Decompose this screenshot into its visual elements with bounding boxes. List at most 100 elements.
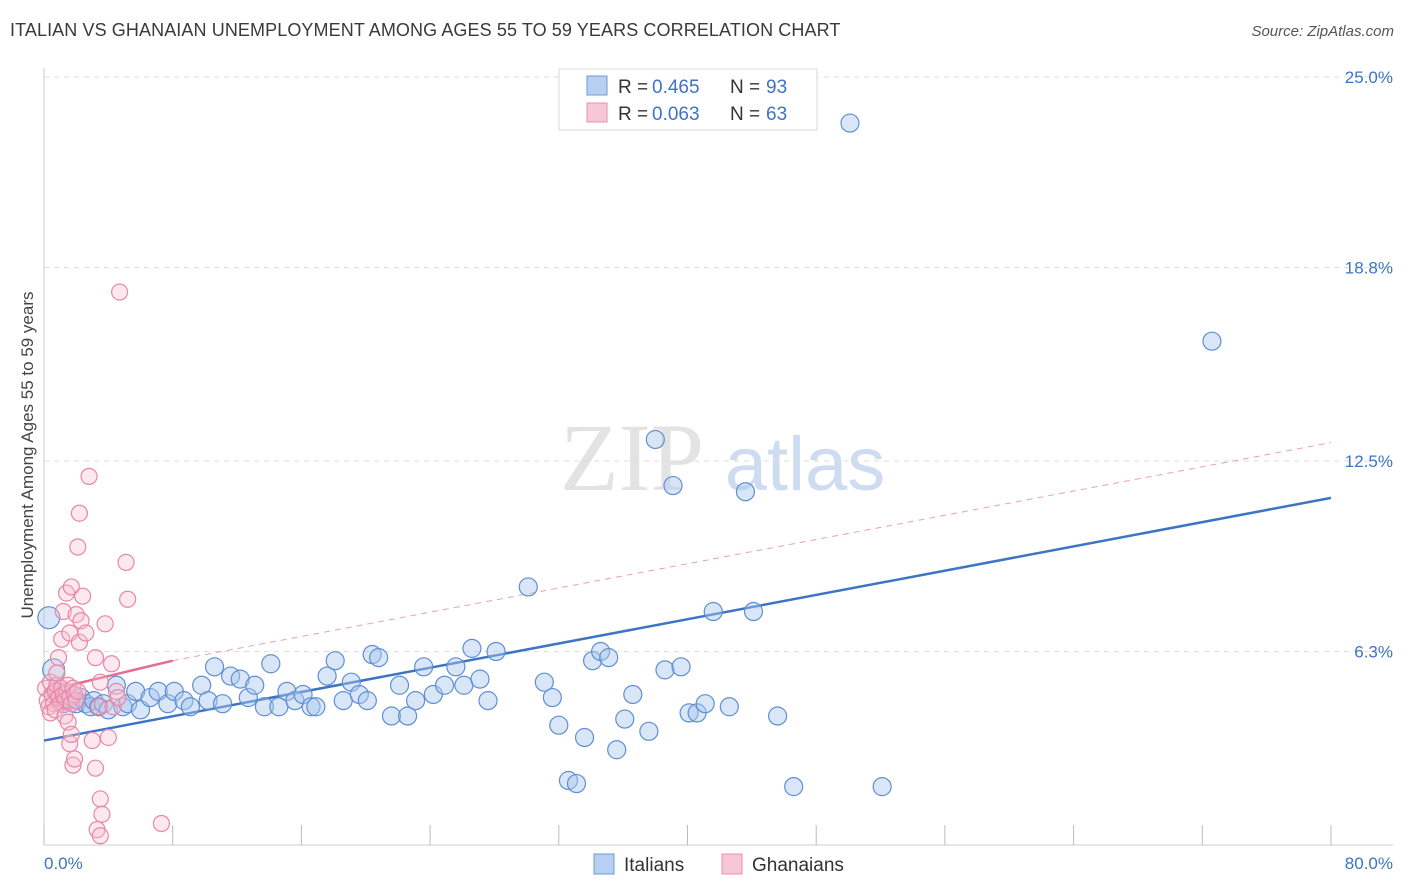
watermark: ZIP atlas — [560, 404, 885, 511]
italians-point — [446, 657, 466, 677]
ghanaians-point — [65, 685, 84, 704]
italians-point — [599, 648, 619, 668]
italians-point — [1202, 331, 1222, 351]
y-tick-label: 12.5% — [1345, 452, 1393, 471]
italians-point — [486, 641, 506, 662]
ghanaians-point — [109, 688, 127, 707]
legend-swatch-italians — [586, 75, 608, 96]
italians-point — [542, 687, 562, 708]
x-tick-label-min: 0.0% — [44, 854, 83, 873]
y-tick-label: 18.8% — [1345, 258, 1393, 277]
ghanaians-point — [65, 750, 84, 768]
legend-ghanaians-n-label: N = — [730, 104, 760, 125]
watermark-zip: ZIP — [560, 404, 704, 511]
series-legend: Italians Ghanaians — [593, 853, 844, 876]
ghanaians-point — [86, 759, 105, 777]
ghanaians-point — [49, 649, 68, 667]
italians-point — [566, 773, 587, 794]
italians-point — [623, 684, 643, 705]
legend-swatch-ghanaians — [586, 102, 608, 123]
ghanaians-point — [62, 725, 80, 744]
italians-point — [671, 657, 691, 677]
ghanaians-point — [90, 698, 108, 716]
ghanaians-point — [48, 664, 66, 682]
italians-point — [534, 672, 554, 692]
italians-point — [325, 651, 345, 671]
ghanaians-points — [37, 283, 171, 845]
italians-point — [607, 740, 627, 760]
bottom-legend-italians: Italians — [624, 855, 684, 876]
italians-point — [126, 681, 146, 702]
ghanaians-point — [152, 814, 171, 833]
italians-point — [180, 697, 200, 717]
italians-point — [470, 669, 490, 689]
ghanaians-point — [70, 633, 88, 651]
italians-point — [204, 657, 225, 677]
ghanaians-point — [69, 682, 87, 701]
ghanaians-point — [77, 624, 95, 642]
italians-point — [549, 715, 569, 735]
gridlines — [44, 76, 1393, 652]
italians-point — [743, 601, 764, 622]
legend-ghanaians-r-value: 0.063 — [652, 104, 700, 125]
ghanaians-point — [69, 538, 87, 556]
ghanaians-point — [91, 827, 109, 845]
italians-point — [333, 691, 353, 711]
ghanaians-point — [64, 756, 82, 774]
italians-point — [655, 660, 675, 680]
italians-point — [381, 706, 402, 726]
italians-point — [245, 675, 265, 695]
italians-point — [357, 691, 377, 711]
italians-point — [615, 709, 635, 729]
italians-point — [212, 694, 233, 714]
ghanaians-point — [111, 283, 129, 301]
watermark-atlas: atlas — [725, 422, 886, 507]
italians-point — [158, 694, 178, 714]
italians-point — [639, 721, 659, 741]
italians-point — [767, 706, 788, 726]
ghanaians-point — [102, 655, 121, 673]
y-tick-label: 25.0% — [1345, 68, 1393, 87]
bottom-legend-ghanaians: Ghanaians — [752, 855, 844, 876]
axes — [43, 68, 1393, 846]
italians-point — [198, 691, 218, 711]
italians-point — [703, 601, 723, 622]
ghanaians-point — [59, 676, 77, 694]
legend-italians-r-value: 0.465 — [652, 77, 700, 98]
italians-point — [414, 657, 434, 677]
bottom-legend-swatch-ghanaians — [721, 853, 743, 875]
italians-point — [397, 706, 418, 726]
italians-point — [454, 675, 474, 695]
source-label: Source: ZipAtlas.com — [1251, 23, 1394, 40]
italians-point — [462, 638, 482, 658]
italians-point — [872, 777, 892, 797]
italians-point — [238, 687, 258, 708]
italians-point — [645, 429, 665, 450]
italians-point — [695, 694, 715, 714]
legend-italians-n-label: N = — [730, 77, 760, 98]
ghanaians-point — [74, 587, 92, 605]
italians-point — [784, 777, 804, 797]
legend-ghanaians-r-label: R = — [618, 104, 648, 125]
y-tick-label: 6.3% — [1354, 642, 1393, 661]
italians-point — [840, 113, 860, 133]
italians-point — [663, 475, 683, 496]
ghanaians-point — [86, 649, 105, 667]
italians-point — [518, 577, 538, 597]
ghanaians-point — [99, 728, 117, 747]
x-tick-label-max: 80.0% — [1345, 854, 1393, 873]
italians-point — [735, 482, 756, 502]
italians-point — [389, 675, 410, 695]
y-tick-labels: 6.3% 12.5% 18.8% 25.0% — [1345, 68, 1393, 661]
ghanaians-point — [93, 805, 111, 823]
italians-point — [261, 654, 281, 674]
italians-point — [478, 691, 498, 711]
italians-point — [719, 697, 739, 717]
italians-point — [230, 669, 250, 689]
ghanaians-point — [54, 602, 72, 621]
italians-point — [301, 697, 321, 717]
ghanaians-point — [41, 704, 60, 722]
ghanaians-trend-extension — [172, 442, 1332, 662]
ghanaians-point — [107, 682, 125, 701]
legend-italians-r-label: R = — [618, 77, 648, 98]
